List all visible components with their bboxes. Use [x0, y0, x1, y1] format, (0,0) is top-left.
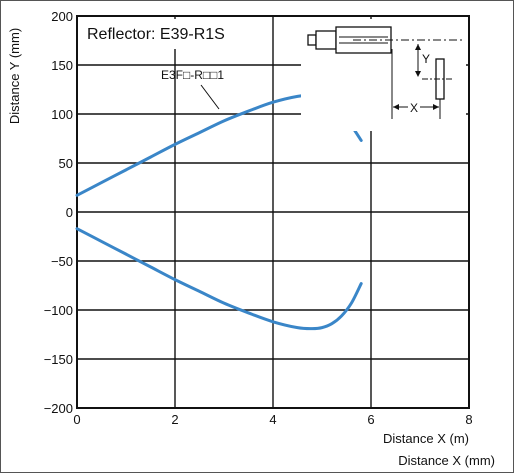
plot-border [76, 15, 470, 409]
data-point [247, 312, 250, 314]
x-tick-label: 2 [171, 412, 178, 427]
data-point [272, 320, 274, 323]
y-tick-label: −50 [51, 254, 73, 269]
chart-title: Reflector: E39-R1S [87, 26, 225, 43]
title-box-bg [80, 19, 268, 49]
y-tick-label: −100 [44, 303, 73, 318]
x-dim-arrow-left-icon [393, 104, 399, 110]
data-point [296, 326, 299, 329]
data-point [125, 169, 127, 171]
data-point [149, 266, 152, 268]
inset-x-label: X [410, 101, 418, 115]
x-tick-label: 8 [465, 412, 472, 427]
x-tick-labels: 0 2 4 6 8 [73, 412, 472, 427]
data-point [223, 120, 225, 122]
data-point [174, 143, 176, 146]
series-line-lower [75, 227, 363, 331]
x-axis-label: Distance X (m) [383, 431, 469, 446]
bottom-caption: Distance X (mm) [398, 453, 495, 468]
data-point [149, 156, 152, 158]
data-point [272, 101, 274, 104]
y-tick-label: 50 [59, 156, 73, 171]
y-tick-label: 0 [66, 205, 73, 220]
y-tick-labels: 200 150 100 50 0 −50 −100 −150 −200 [44, 9, 73, 416]
data-point [321, 326, 323, 329]
x-tick-label: 6 [367, 412, 374, 427]
data-point [311, 327, 314, 330]
data-point [174, 278, 176, 281]
data-point [360, 139, 363, 142]
data-point [296, 95, 299, 98]
y-tick-label: 200 [51, 9, 73, 24]
data-point [198, 131, 201, 134]
x-tick-label: 4 [269, 412, 276, 427]
x-label-bg [408, 100, 420, 114]
data-point [100, 181, 103, 184]
data-point [76, 194, 78, 197]
x-tick-label: 0 [73, 412, 80, 427]
y-tick-label: −200 [44, 401, 73, 416]
data-point [100, 240, 103, 243]
sensor-body-icon [315, 30, 337, 50]
inset-y-label: Y [422, 52, 430, 66]
x-dim-arrow-right-icon [433, 104, 439, 110]
y-axis-label: Distance Y (mm) [7, 28, 22, 124]
data-point [198, 290, 201, 293]
y-dim-arrow-up-icon [415, 44, 421, 50]
data-point [223, 302, 225, 304]
sensor-diagram: Y X [301, 19, 466, 131]
data-point [360, 282, 363, 285]
curve-annotation: E3F□-R□□1 [161, 68, 224, 82]
y-tick-label: −150 [44, 352, 73, 367]
annotation-leader-line [200, 84, 220, 110]
sensor-housing-icon [335, 26, 392, 54]
data-point [125, 253, 127, 255]
y-dim-arrow-down-icon [415, 71, 421, 77]
data-point [350, 302, 353, 304]
data-point [331, 322, 333, 325]
y-tick-label: 150 [51, 58, 73, 73]
sensor-lens-icon [307, 34, 317, 46]
data-point [340, 315, 343, 317]
data-point [247, 110, 250, 112]
data-point [76, 227, 78, 230]
y-tick-label: 100 [51, 107, 73, 122]
